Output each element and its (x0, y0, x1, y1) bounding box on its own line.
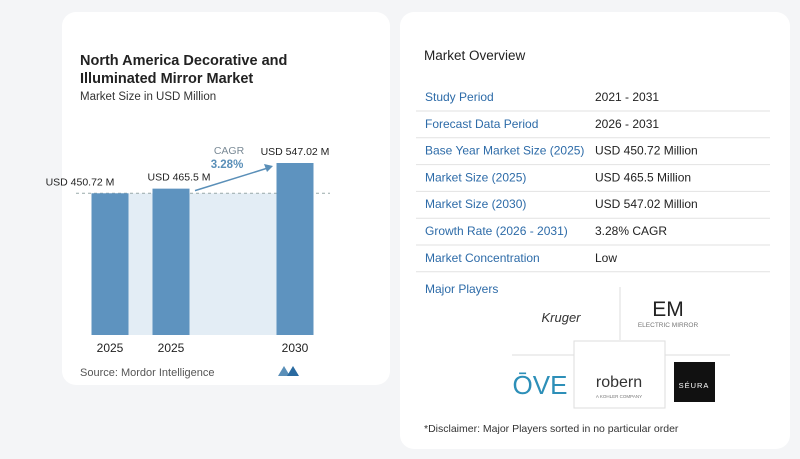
row-label: Growth Rate (2026 - 2031) (425, 224, 568, 238)
row-label: Market Concentration (425, 251, 540, 265)
row-label: Study Period (425, 90, 494, 104)
player-tagline: ELECTRIC MIRROR (638, 322, 699, 329)
row-value: 2021 - 2031 (595, 90, 659, 104)
source: Source: Mordor Intelligence (80, 367, 215, 379)
player-logo: robern (596, 374, 642, 391)
seura-logo-box (674, 362, 715, 402)
chart-subtitle: Market Size in USD Million (80, 91, 217, 103)
player-box (573, 340, 666, 409)
bar (91, 193, 129, 335)
row-label: Forecast Data Period (425, 117, 538, 131)
value-label: USD 465.5 M (147, 172, 210, 184)
row-value: USD 547.02 Million (595, 197, 698, 211)
x-tick-label: 2025 (158, 341, 185, 355)
player-tagline: A KOHLER COMPANY (596, 394, 642, 399)
disclaimer: *Disclaimer: Major Players sorted in no … (424, 423, 679, 435)
cagr-shade (128, 193, 277, 335)
row-value: USD 450.72 Million (595, 144, 698, 158)
row-label: Market Size (2025) (425, 170, 526, 184)
cagr-arrowhead (264, 164, 273, 172)
chart-title: North America Decorative and Illuminated… (80, 53, 288, 87)
value-label: USD 547.02 M (261, 146, 330, 158)
player-logo: EM (652, 298, 684, 321)
row-value: Low (595, 251, 617, 265)
x-tick-label: 2025 (97, 341, 124, 355)
mordor-logo (278, 366, 299, 376)
row-value: USD 465.5 Million (595, 170, 691, 184)
player-logo: SÉURA (679, 381, 710, 390)
annotation-value: 3.28% (211, 159, 244, 171)
player-logo: ŌVE (513, 370, 568, 400)
player-logo: Kruger (541, 310, 581, 325)
row-value: 3.28% CAGR (595, 224, 667, 238)
players-title: Major Players (425, 282, 498, 296)
bar (152, 188, 190, 335)
overview-title: Market Overview (424, 48, 526, 63)
row-label: Market Size (2030) (425, 197, 526, 211)
value-label: USD 450.72 M (46, 176, 115, 188)
row-label: Base Year Market Size (2025) (425, 144, 584, 158)
row-value: 2026 - 2031 (595, 117, 659, 131)
bar (276, 163, 314, 335)
x-tick-label: 2030 (282, 341, 309, 355)
cagr-arrow (194, 166, 272, 192)
annotation-label: CAGR (214, 145, 245, 157)
